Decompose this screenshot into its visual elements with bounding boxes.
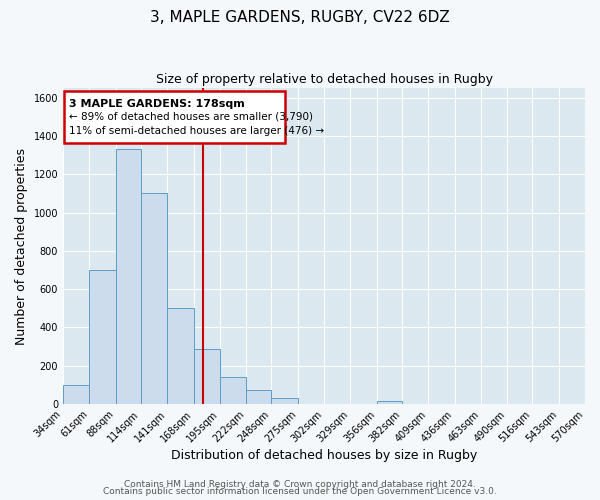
Text: 3, MAPLE GARDENS, RUGBY, CV22 6DZ: 3, MAPLE GARDENS, RUGBY, CV22 6DZ	[150, 10, 450, 25]
Text: 11% of semi-detached houses are larger (476) →: 11% of semi-detached houses are larger (…	[69, 126, 324, 136]
Bar	[167, 308, 194, 404]
FancyBboxPatch shape	[64, 91, 285, 142]
Bar	[246, 390, 271, 404]
X-axis label: Distribution of detached houses by size in Rugby: Distribution of detached houses by size …	[171, 450, 477, 462]
Y-axis label: Number of detached properties: Number of detached properties	[15, 148, 28, 344]
Text: 3 MAPLE GARDENS: 178sqm: 3 MAPLE GARDENS: 178sqm	[69, 98, 245, 108]
Bar	[63, 385, 89, 404]
Text: Contains public sector information licensed under the Open Government Licence v3: Contains public sector information licen…	[103, 487, 497, 496]
Text: Contains HM Land Registry data © Crown copyright and database right 2024.: Contains HM Land Registry data © Crown c…	[124, 480, 476, 489]
Bar	[89, 270, 116, 404]
Bar	[116, 150, 141, 404]
Bar	[377, 401, 402, 404]
Text: ← 89% of detached houses are smaller (3,790): ← 89% of detached houses are smaller (3,…	[69, 112, 313, 122]
Bar	[271, 398, 298, 404]
Bar	[141, 194, 167, 404]
Bar	[220, 378, 246, 404]
Bar	[194, 350, 220, 404]
Title: Size of property relative to detached houses in Rugby: Size of property relative to detached ho…	[155, 72, 493, 86]
